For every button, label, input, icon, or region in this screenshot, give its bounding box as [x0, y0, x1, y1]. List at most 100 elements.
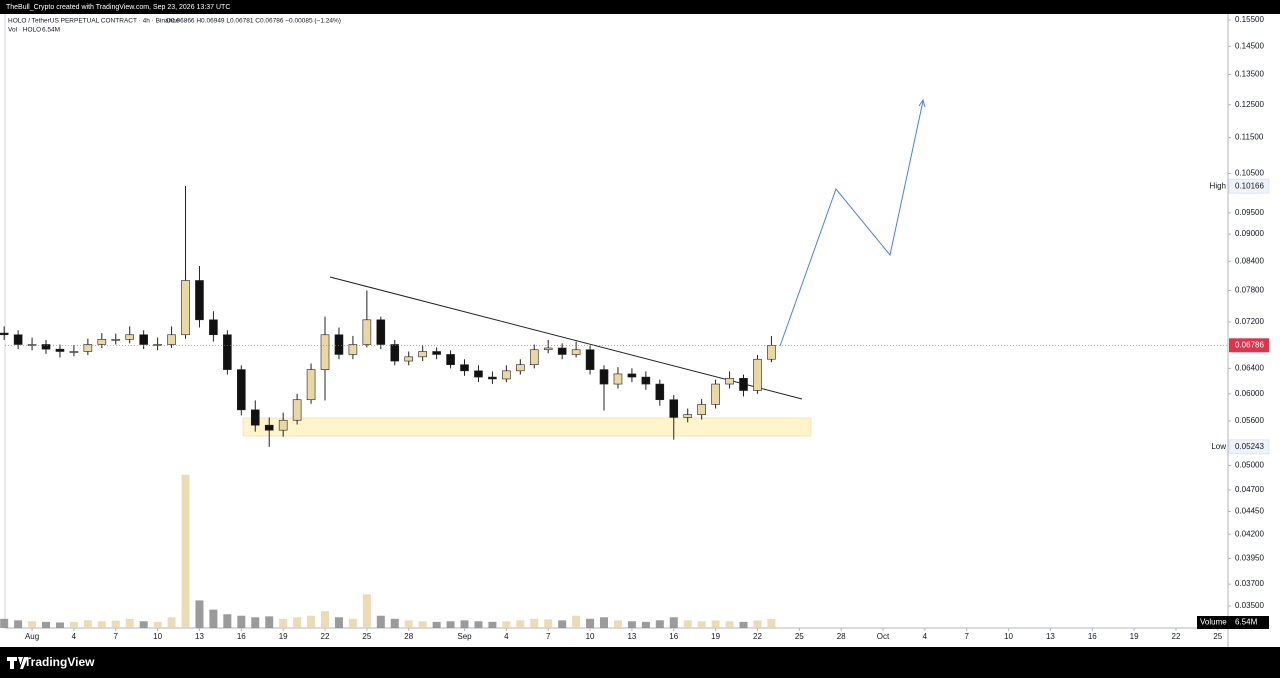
volume-bar — [711, 620, 720, 628]
candle-body — [278, 419, 288, 431]
footer-logo — [7, 657, 28, 669]
candle-body — [711, 383, 720, 405]
candle-body — [627, 373, 637, 378]
volume-bar — [321, 611, 330, 628]
candle-body — [292, 399, 302, 421]
volume-bar — [739, 621, 748, 628]
x-tick-label: 19 — [279, 632, 288, 641]
candle-body — [13, 334, 23, 345]
x-tick-label: 28 — [404, 632, 413, 641]
candle-body — [306, 369, 316, 401]
volume-bar — [69, 621, 78, 628]
volume-bar — [641, 621, 650, 628]
x-tick-label: 10 — [153, 632, 162, 641]
candle-body — [83, 344, 93, 352]
volume-bar — [181, 474, 190, 628]
volume-bar — [725, 621, 734, 628]
volume-bar — [237, 615, 246, 628]
volume-bar — [139, 621, 148, 628]
volume-bar — [697, 621, 706, 628]
candle-body — [167, 334, 176, 345]
y-tick-label: 0.11500 — [1235, 133, 1264, 142]
volume-bar — [307, 615, 316, 628]
symbol-legend: HOLO / TetherUS PERPETUAL CONTRACT · 4h … — [8, 18, 179, 25]
candle-body — [683, 414, 693, 418]
candle-body — [55, 348, 65, 352]
candle-body — [502, 370, 511, 380]
y-tick-label: 0.15500 — [1235, 15, 1264, 24]
x-tick-label: 16 — [237, 632, 246, 641]
volume-bar — [558, 620, 567, 628]
candle-body — [599, 369, 609, 385]
candle-body — [585, 349, 595, 370]
x-tick-label: 10 — [586, 632, 595, 641]
candle-body — [390, 344, 400, 362]
y-tick-label: 0.07200 — [1235, 317, 1264, 326]
header-text: TheBull_Crypto created with TradingView.… — [6, 4, 230, 11]
volume-bar — [586, 618, 595, 628]
x-tick-label: 22 — [321, 632, 330, 641]
volume-bar — [97, 621, 106, 628]
volume-bar — [572, 615, 581, 628]
candle-body — [181, 280, 190, 336]
volume-bar — [251, 617, 260, 628]
candle-body — [474, 370, 483, 378]
volume-bar — [446, 621, 455, 628]
candle-body — [237, 369, 246, 411]
candle-body — [529, 349, 539, 365]
x-tick-label: 10 — [1004, 632, 1013, 641]
x-tick-label: Aug — [25, 632, 39, 641]
candle-body — [557, 347, 567, 355]
x-tick-label: 25 — [795, 632, 804, 641]
volume-bar — [627, 621, 636, 628]
volume-bar — [376, 615, 385, 628]
candle-body — [125, 334, 135, 340]
x-tick-label: 4 — [504, 632, 509, 641]
x-tick-label: 7 — [964, 632, 969, 641]
y-tick-label: 0.13500 — [1235, 70, 1264, 79]
volume-bar — [55, 622, 64, 628]
candle-body — [669, 399, 679, 418]
candle-body — [209, 319, 218, 336]
volume-bar — [600, 617, 609, 628]
candle-body — [41, 344, 51, 350]
y-tick-label: 0.05600 — [1235, 416, 1264, 425]
volume-bar — [279, 618, 288, 628]
candle-body — [223, 334, 232, 370]
volume-bar — [83, 620, 92, 628]
footer-bar — [0, 647, 1280, 678]
volume-bar — [460, 620, 469, 628]
volume-bar — [390, 618, 399, 628]
volume-badge-text: Volume — [1200, 618, 1227, 627]
y-tick-label: 0.10500 — [1235, 169, 1264, 178]
candle-body — [0, 332, 9, 336]
candle-body — [153, 344, 162, 346]
candle-body — [753, 358, 762, 391]
trend-line — [329, 276, 803, 400]
y-tick-label: 0.04450 — [1235, 507, 1264, 516]
last-price-label: 0.06786 — [1235, 340, 1264, 349]
x-tick-label: 16 — [669, 632, 678, 641]
volume-bar — [530, 618, 539, 628]
volume-bar — [655, 620, 664, 628]
low-value: 0.05243 — [1235, 442, 1264, 451]
volume-bar — [195, 600, 204, 628]
candle-body — [641, 376, 651, 385]
volume-bar — [14, 620, 23, 628]
x-tick-label: 13 — [1046, 632, 1055, 641]
volume-bar — [42, 621, 51, 628]
y-tick-label: 0.04200 — [1235, 529, 1264, 538]
volume-bar — [753, 620, 762, 628]
x-tick-label: 16 — [1088, 632, 1097, 641]
candle-body — [516, 364, 525, 372]
y-tick-label: 0.03500 — [1235, 601, 1264, 610]
volume-bar — [167, 617, 176, 628]
candle-body — [725, 378, 734, 385]
volume-bar — [334, 617, 343, 628]
volume-bar — [125, 618, 134, 628]
volume-bar — [474, 621, 483, 628]
projection-path — [779, 100, 924, 347]
candle-body — [446, 354, 455, 365]
last-price-badge — [1229, 338, 1269, 353]
